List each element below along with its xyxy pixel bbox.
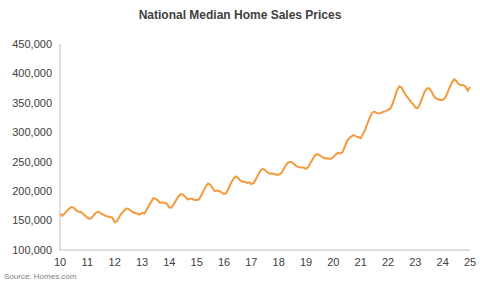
svg-text:25: 25 [464, 256, 472, 268]
svg-text:21: 21 [355, 256, 367, 268]
svg-text:13: 13 [136, 256, 148, 268]
svg-text:15: 15 [191, 256, 203, 268]
svg-text:24: 24 [437, 256, 449, 268]
svg-text:250,000: 250,000 [12, 156, 52, 168]
svg-text:10: 10 [54, 256, 66, 268]
svg-text:18: 18 [273, 256, 285, 268]
html-text:Source: Homes.com: Source: Homes.com [4, 272, 77, 281]
svg-text:19: 19 [300, 256, 312, 268]
html-text:National Median Home Sales Pri: National Median Home Sales Prices [138, 8, 342, 22]
svg-text:12: 12 [109, 256, 121, 268]
svg-text:16: 16 [218, 256, 230, 268]
svg-text:14: 14 [163, 256, 175, 268]
svg-text:300,000: 300,000 [12, 126, 52, 138]
svg-text:200,000: 200,000 [12, 185, 52, 197]
svg-text:100,000: 100,000 [12, 244, 52, 256]
svg-text:350,000: 350,000 [12, 97, 52, 109]
svg-text:23: 23 [409, 256, 421, 268]
svg-text:400,000: 400,000 [12, 67, 52, 79]
svg-text:20: 20 [327, 256, 339, 268]
svg-text:22: 22 [382, 256, 394, 268]
svg-text:150,000: 150,000 [12, 214, 52, 226]
svg-text:450,000: 450,000 [12, 38, 52, 50]
svg-text:11: 11 [82, 256, 93, 268]
svg-text:17: 17 [245, 256, 257, 268]
